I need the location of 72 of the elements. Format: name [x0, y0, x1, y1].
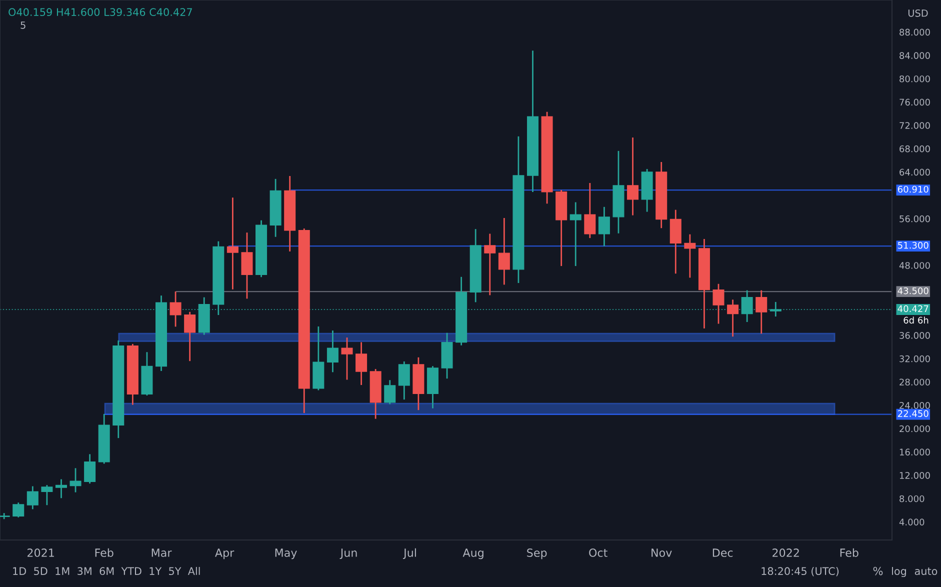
x-tick-label: Dec [712, 548, 733, 557]
x-tick-label: 2021 [28, 548, 54, 557]
candlestick [627, 138, 639, 216]
x-tick-label: Nov [652, 548, 672, 557]
candlestick [184, 312, 196, 362]
y-tick-label: 88.000 [900, 28, 930, 36]
text: USD [908, 9, 928, 17]
candlestick [684, 234, 696, 278]
x-tick-label: Feb [840, 548, 858, 557]
y-tick-label: 8.000 [900, 495, 924, 502]
y-tick-label: 80.000 [900, 75, 930, 82]
candlestick [26, 486, 38, 510]
candlestick [498, 218, 510, 285]
y-tick-label: 24.000 [900, 402, 930, 409]
candlestick [241, 232, 253, 299]
y-tick-label: 16.000 [900, 448, 930, 456]
y-tick-label: 68.000 [900, 145, 930, 152]
candlestick [341, 338, 353, 380]
candlestick [712, 284, 724, 324]
y-tick-label: 64.000 [900, 168, 930, 176]
x-tick-label: Feb [95, 548, 114, 557]
candlestick [398, 361, 410, 400]
candlestick [12, 502, 24, 518]
text: % [873, 566, 883, 576]
y-tick-label: 84.000 [900, 52, 930, 59]
x-tick-label: 2022 [772, 548, 799, 557]
text: 18:20:45 (UTC) [762, 566, 839, 576]
annotation: 5 [20, 22, 26, 29]
x-tick-label: Oct [589, 548, 608, 557]
x-tick-label: Jun [340, 548, 357, 559]
x-tick-label: Mar [152, 548, 172, 557]
candlestick [727, 300, 739, 337]
candlestick [570, 202, 582, 266]
y-tick-label: 20.000 [900, 425, 930, 432]
ref-line-label: 40.427 [898, 305, 928, 312]
candlestick [384, 380, 396, 404]
candlestick [70, 468, 82, 492]
annotation: O40.159 H41.600 L39.346 C40.427 [8, 8, 192, 16]
y-tick-label: 28.000 [900, 378, 930, 386]
x-tick-label: May [275, 548, 297, 560]
y-tick-label: 48.000 [899, 262, 930, 269]
x-tick-label: Apr [215, 548, 234, 560]
x-tick-label: Aug [462, 548, 484, 560]
candlestick [356, 342, 368, 385]
candlestick [84, 454, 96, 484]
y-tick-label: 12.000 [900, 472, 930, 479]
y-tick-label: 4.000 [899, 518, 924, 526]
candlestick [170, 291, 182, 327]
y-tick-label: 32.000 [900, 355, 930, 362]
candlestick [326, 330, 338, 372]
y-tick-label: 56.000 [900, 215, 930, 222]
candlestick [584, 183, 596, 238]
candlestick [670, 210, 682, 274]
candlestick [598, 206, 610, 246]
candlestick [55, 479, 67, 498]
candlestick [41, 485, 53, 506]
text: 1D 5D 1M 3M 6M YTD 1Y 5Y All [13, 566, 200, 576]
candlestick [484, 234, 496, 296]
y-tick-label: 36.000 [900, 332, 930, 339]
text: log [892, 566, 906, 578]
candlestick [226, 198, 238, 290]
x-tick-label: Jul [403, 548, 416, 559]
ref-line-label: 43.500 [898, 287, 928, 294]
y-tick-label: 72.000 [900, 122, 930, 129]
text: 6d 6h [904, 316, 928, 324]
ref-line-label: 51.300 [898, 242, 928, 249]
x-tick-label: Sep [527, 548, 547, 560]
ref-line-label: 22.450 [898, 410, 928, 417]
y-tick-label: 76.000 [900, 98, 930, 106]
candlestick [756, 290, 768, 334]
text: auto [914, 568, 938, 576]
ref-line-label: 60.910 [898, 186, 928, 193]
